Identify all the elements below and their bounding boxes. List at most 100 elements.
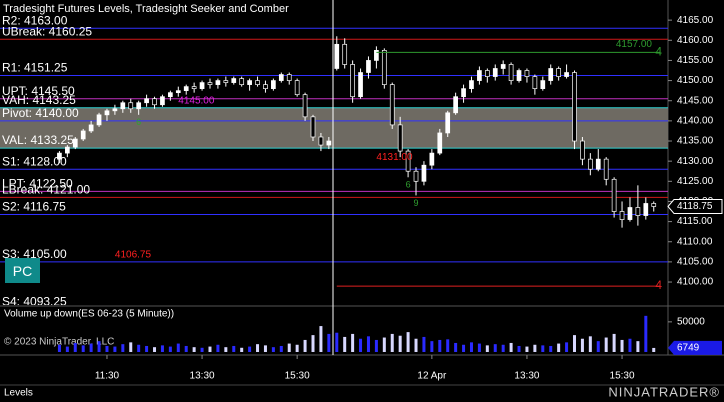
candle-body <box>310 116 316 138</box>
candle-body <box>635 207 641 216</box>
candle-body <box>477 70 482 81</box>
volume-bar <box>327 333 331 352</box>
candle-body <box>128 102 134 110</box>
y-tick-label: 4115.00 <box>677 216 713 227</box>
chart-title: Tradesight Futures Levels, Tradesight Se… <box>3 3 289 15</box>
volume-bar <box>382 337 386 352</box>
candle-body <box>160 96 165 106</box>
candle-body <box>302 94 308 118</box>
candle-body <box>96 114 102 126</box>
volume-bar <box>596 341 600 352</box>
volume-bar <box>256 344 260 352</box>
y-tick-label: 4160.00 <box>677 35 714 46</box>
candle-body <box>595 158 601 170</box>
volume-bar <box>168 346 172 352</box>
candle-body <box>112 108 118 112</box>
candle-body <box>603 158 609 180</box>
candle-body <box>72 138 78 148</box>
volume-bar <box>438 339 442 352</box>
volume-bar <box>557 343 561 352</box>
volume-bar <box>414 338 418 352</box>
candle-body <box>429 152 435 166</box>
volume-bar <box>303 339 307 352</box>
candle-body <box>532 76 538 89</box>
candle-body <box>405 150 411 172</box>
volume-bar <box>541 345 545 352</box>
volume-bar <box>430 341 434 352</box>
candle-body <box>271 80 276 89</box>
candle-body <box>65 146 70 154</box>
price-tag-label: 4118.75 <box>677 201 713 212</box>
logo: NINJATRADER® <box>608 384 720 399</box>
volume-bar <box>192 347 196 352</box>
candle-body <box>168 92 173 98</box>
level-label: R1: 4151.25 <box>2 61 68 75</box>
candle-body <box>223 80 229 83</box>
count-label: 6 <box>406 180 411 190</box>
volume-bar <box>57 344 61 352</box>
volume-bar <box>160 345 164 352</box>
candle-body <box>136 102 142 110</box>
candle-body <box>358 72 363 98</box>
candle-body <box>643 203 649 216</box>
level-label: R2: 4163.00 <box>2 13 68 27</box>
volume-bar <box>248 346 252 352</box>
volume-bar <box>509 342 513 352</box>
volume-bar <box>89 343 93 352</box>
level-label: S1: 4128.00 <box>2 154 67 168</box>
candle-body <box>445 112 451 134</box>
volume-bar <box>263 345 267 352</box>
candle-body <box>572 72 577 142</box>
volume-bar <box>113 346 117 352</box>
candle-body <box>152 98 157 106</box>
volume-bar <box>65 346 69 352</box>
y-tick-label: 4125.00 <box>677 176 714 187</box>
volume-bar <box>580 338 584 352</box>
candle-body <box>421 164 427 182</box>
candle-body <box>294 80 300 96</box>
candle-body <box>199 82 205 89</box>
volume-bar <box>501 344 505 352</box>
candle-body <box>247 80 252 85</box>
volume-bar <box>343 336 347 352</box>
x-tick-label: 15:30 <box>285 371 310 382</box>
level-label: LBreak: 4121.00 <box>2 183 90 197</box>
volume-bar <box>311 335 315 352</box>
candle-body <box>57 152 62 160</box>
volume-bar <box>271 347 275 352</box>
volume-tag-label: 6749 <box>677 343 700 354</box>
volume-bar <box>477 343 481 352</box>
volume-bar <box>533 344 537 352</box>
value-area <box>0 107 668 149</box>
tab: Levels <box>4 388 33 399</box>
candle-body <box>342 43 348 65</box>
volume-bar <box>287 343 291 352</box>
volume-bar <box>73 342 77 352</box>
y-tick-label: 4155.00 <box>677 55 714 66</box>
volume-bar <box>398 335 402 352</box>
volume-bar <box>351 333 355 352</box>
copyright: © 2023 NinjaTrader, LLC <box>4 337 114 348</box>
count-label: 6 <box>136 117 141 127</box>
volume-tick-label: 50000 <box>677 317 705 328</box>
volume-tag <box>668 340 722 355</box>
volume-bar <box>620 339 624 352</box>
candle-body <box>453 96 458 114</box>
volume-bar <box>652 347 656 352</box>
candle-body <box>334 43 340 69</box>
y-tick-label: 4105.00 <box>677 257 714 268</box>
volume-bar <box>208 346 212 352</box>
volume-bar <box>176 343 180 352</box>
x-tick-label: 13:30 <box>190 371 215 382</box>
candle-body <box>207 82 213 85</box>
volume-bar <box>295 344 299 352</box>
volume-bar <box>572 335 576 352</box>
volume-bar <box>612 333 616 352</box>
annotation: 4106.75 <box>115 249 152 260</box>
pc-button[interactable]: PC <box>5 258 40 283</box>
y-tick-label: 4165.00 <box>677 15 714 26</box>
candle-body <box>516 70 522 81</box>
